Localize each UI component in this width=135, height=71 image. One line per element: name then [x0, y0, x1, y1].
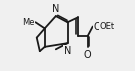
Text: O: O: [94, 22, 102, 32]
Text: OEt: OEt: [99, 22, 115, 31]
Text: N: N: [64, 46, 71, 56]
Text: N: N: [52, 4, 60, 14]
Text: O: O: [84, 50, 92, 60]
Text: Me: Me: [22, 18, 34, 27]
